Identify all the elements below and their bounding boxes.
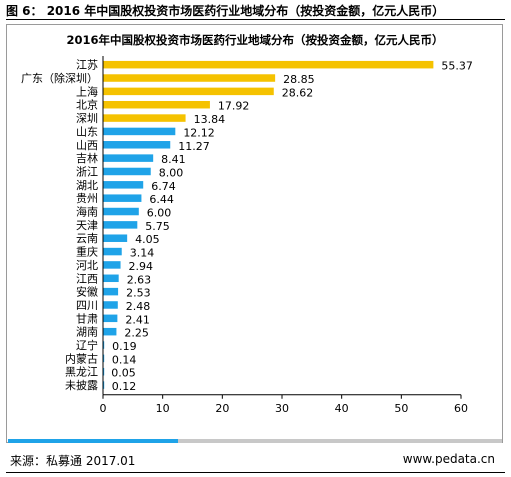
category-label: 未披露 — [65, 378, 98, 392]
value-label: 8.00 — [159, 166, 184, 179]
x-tick-label: 50 — [394, 402, 408, 415]
category-label: 北京 — [76, 98, 98, 112]
bars-group — [103, 60, 434, 389]
category-label: 山西 — [76, 139, 98, 152]
value-label: 8.41 — [161, 153, 186, 166]
x-tick-label: 60 — [454, 402, 468, 415]
bar — [103, 327, 117, 336]
category-label: 深圳 — [76, 112, 98, 125]
bar — [103, 234, 128, 242]
figure-caption: 图 6： 2016 年中国股权投资市场医药行业地域分布（按投资金额，亿元人民币） — [6, 4, 445, 18]
x-tick-label: 40 — [335, 402, 349, 415]
value-label: 0.05 — [111, 367, 136, 380]
value-label: 13.84 — [194, 113, 226, 126]
value-label: 11.27 — [178, 140, 210, 153]
value-label: 5.75 — [145, 220, 170, 233]
bar — [103, 194, 142, 202]
category-label: 重庆 — [76, 245, 98, 259]
bar — [103, 287, 119, 296]
footer-divider — [6, 472, 505, 473]
value-label: 28.62 — [282, 86, 314, 99]
caption-divider — [6, 19, 505, 20]
bar — [103, 261, 121, 269]
category-label: 黑龙江 — [65, 366, 98, 379]
bar — [103, 381, 105, 389]
value-label: 6.74 — [151, 180, 176, 193]
bar — [103, 207, 139, 216]
value-label: 6.44 — [149, 193, 174, 206]
footer-site-link[interactable]: www.pedata.cn — [402, 452, 495, 466]
category-label: 浙江 — [76, 165, 98, 178]
value-label: 12.12 — [183, 126, 215, 139]
category-label: 吉林 — [76, 151, 98, 165]
value-label: 4.05 — [135, 233, 160, 246]
category-label: 海南 — [76, 205, 98, 219]
axes-group: 0 10 20 30 40 50 60 — [100, 56, 468, 415]
bar — [103, 367, 105, 376]
value-label: 3.14 — [130, 247, 155, 260]
footer-bar — [8, 439, 502, 443]
footer-bar-accent — [8, 439, 178, 443]
value-label: 6.00 — [147, 207, 172, 220]
bar — [103, 100, 210, 109]
bar — [103, 247, 122, 256]
bar — [103, 181, 144, 189]
category-label: 山东 — [76, 125, 98, 138]
bar — [103, 114, 186, 122]
value-label: 0.14 — [112, 353, 136, 366]
category-label: 四川 — [76, 299, 98, 312]
category-label: 湖北 — [76, 179, 98, 192]
value-label: 2.63 — [127, 273, 152, 286]
category-label: 上海 — [76, 84, 98, 98]
category-label: 甘肃 — [76, 312, 98, 325]
footer-source: 来源：私募通 2017.01 — [10, 454, 136, 468]
category-label: 辽宁 — [76, 338, 98, 352]
value-label: 2.94 — [129, 260, 154, 273]
bar — [103, 341, 105, 349]
category-label: 江苏 — [76, 59, 98, 72]
chart-title: 2016年中国股权投资市场医药行业地域分布（按投资金额，亿元人民币） — [66, 33, 443, 47]
category-label: 安徽 — [76, 285, 98, 299]
bar — [103, 274, 119, 283]
category-label: 江西 — [76, 272, 98, 285]
bar — [103, 154, 154, 162]
bar — [103, 354, 105, 363]
value-label: 0.19 — [112, 340, 137, 353]
category-label: 河北 — [76, 259, 98, 272]
bar — [103, 167, 151, 176]
category-label: 湖南 — [76, 326, 98, 339]
value-label: 17.92 — [218, 100, 250, 113]
value-label: 2.41 — [125, 313, 150, 326]
value-label: 2.48 — [126, 300, 151, 313]
value-label: 28.85 — [283, 73, 315, 86]
bar — [103, 127, 176, 136]
bar — [103, 314, 118, 323]
x-tick-label: 30 — [275, 402, 289, 415]
x-tick-label: 20 — [215, 402, 229, 415]
category-labels: 江苏广东（除深圳）上海北京深圳山东山西吉林浙江湖北贵州海南天津云南重庆河北江西安… — [21, 59, 98, 392]
value-label: 2.25 — [124, 327, 149, 340]
bar — [103, 221, 138, 229]
value-label: 55.37 — [441, 60, 473, 73]
category-label: 贵州 — [76, 192, 98, 205]
bar — [103, 87, 274, 96]
value-label: 2.53 — [126, 287, 151, 300]
bar — [103, 141, 171, 149]
category-label: 天津 — [76, 219, 98, 232]
bar — [103, 301, 118, 309]
category-label: 内蒙古 — [65, 351, 98, 365]
bar — [103, 60, 434, 69]
value-label: 0.12 — [112, 380, 137, 393]
x-tick-label: 10 — [156, 402, 170, 415]
category-label: 广东（除深圳） — [21, 71, 98, 85]
bar — [103, 74, 276, 82]
x-tick-label: 0 — [100, 402, 107, 415]
category-label: 云南 — [76, 232, 98, 245]
